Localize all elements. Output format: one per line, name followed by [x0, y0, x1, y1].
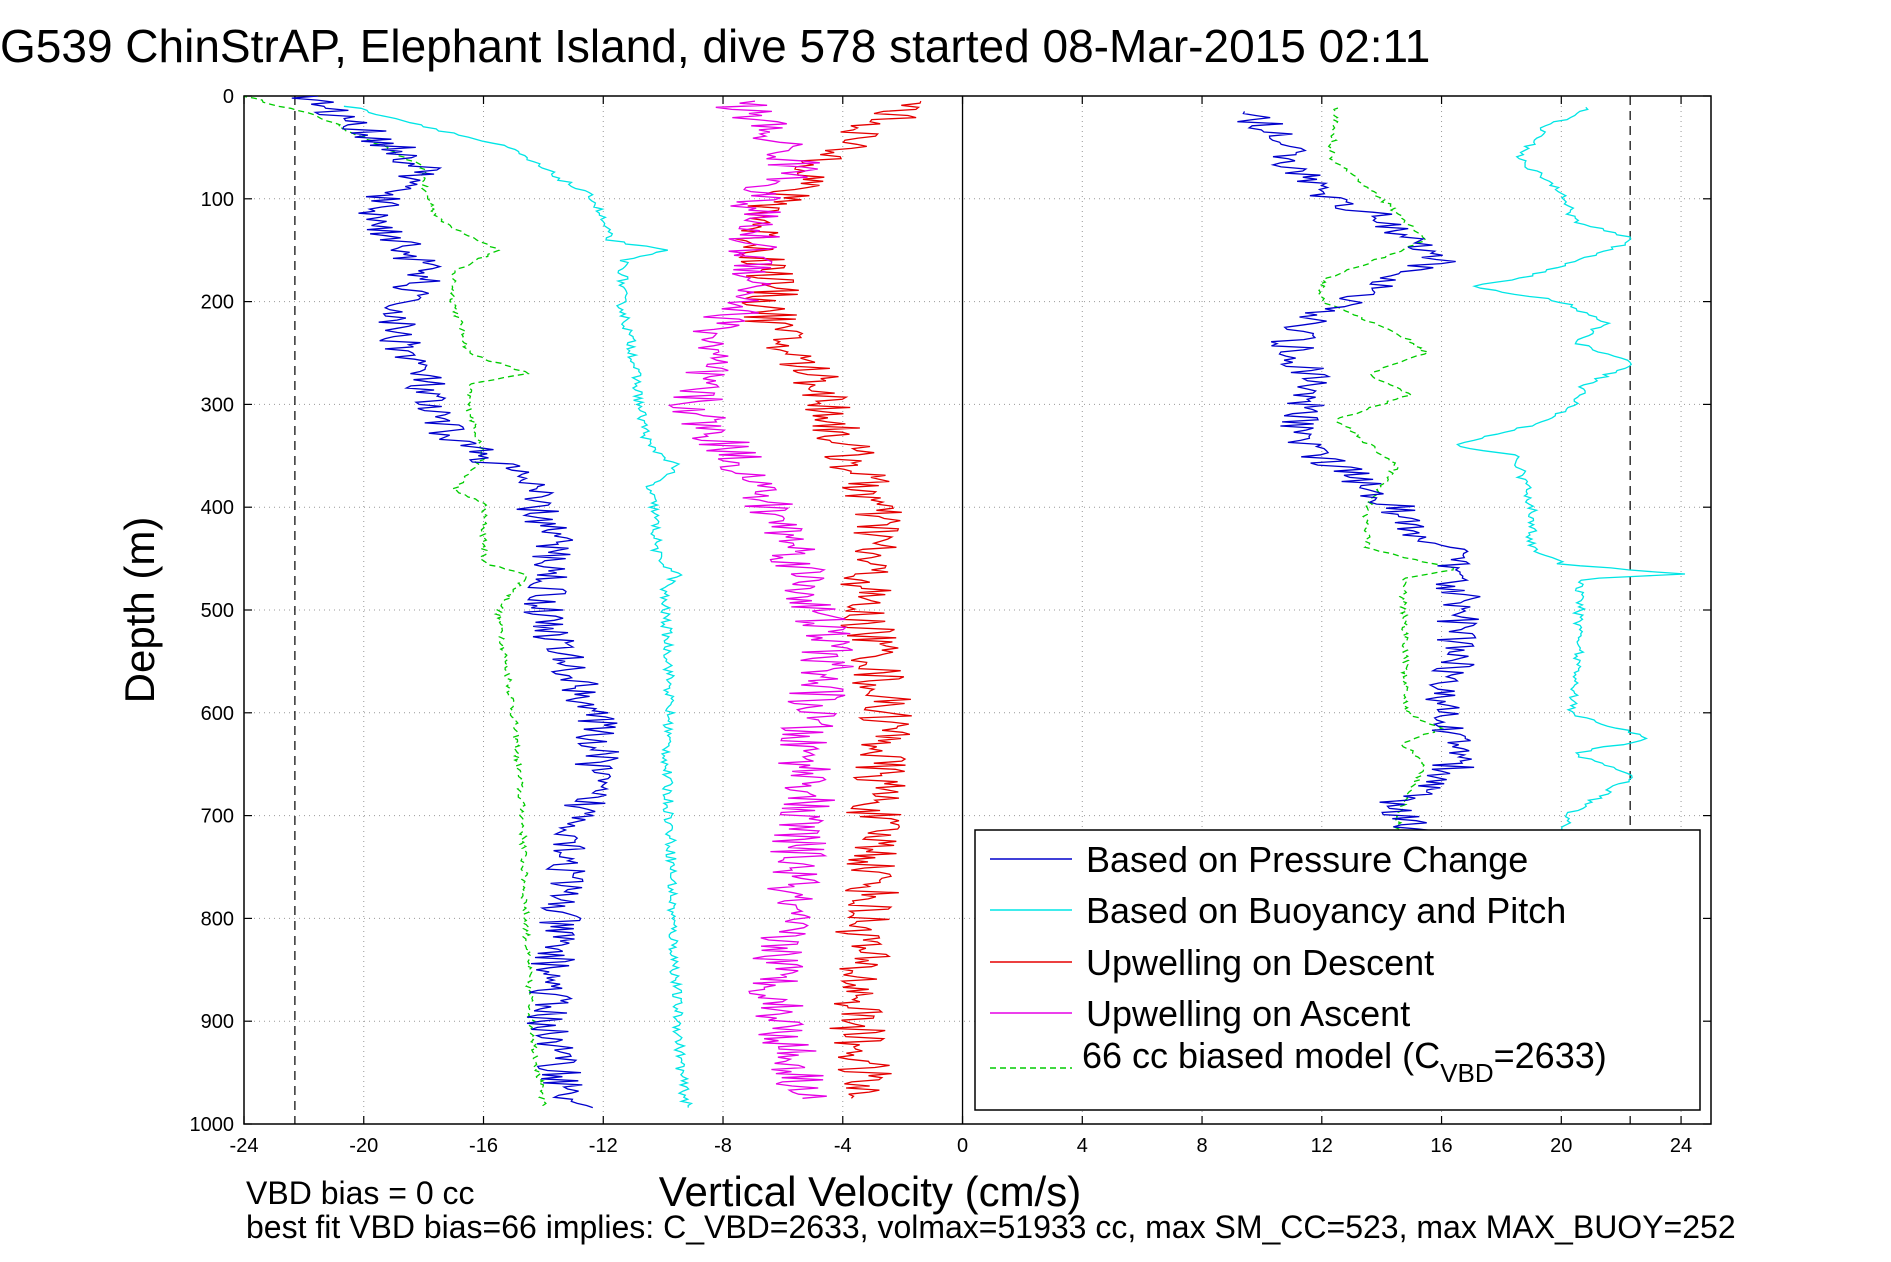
x-tick-label: 16 [1430, 1135, 1452, 1157]
x-tick-label: -8 [714, 1135, 732, 1157]
footer-best-fit: best fit VBD bias=66 implies: C_VBD=2633… [246, 1209, 1736, 1245]
x-tick-labels: -24 -20 -16 -12 -8 -4 0 4 8 12 16 20 24 [230, 1135, 1693, 1157]
legend: Based on Pressure Change Based on Buoyan… [974, 829, 1701, 1111]
y-axis-label: Depth (m) [116, 517, 163, 704]
x-tick-label: -24 [230, 1135, 259, 1157]
legend-label-model-main: 66 cc biased model (C [1082, 1035, 1440, 1076]
y-tick-label: 200 [201, 292, 234, 314]
y-tick-label: 400 [201, 497, 234, 519]
y-tick-label: 1000 [190, 1114, 235, 1136]
x-tick-label: -4 [834, 1135, 852, 1157]
series-based-on-pressure-change-descent [291, 96, 620, 1109]
y-tick-labels: 0 100 200 300 400 500 600 700 800 900 1000 [190, 86, 235, 1136]
x-tick-label: -12 [589, 1135, 618, 1157]
y-tick-label: 300 [201, 394, 234, 416]
y-tick-label: 0 [223, 86, 234, 108]
legend-box [974, 829, 1701, 1111]
legend-label-buoyancy: Based on Buoyancy and Pitch [1086, 890, 1566, 931]
y-tick-label: 900 [201, 1011, 234, 1033]
x-tick-label: 24 [1670, 1135, 1692, 1157]
legend-label-ascent: Upwelling on Ascent [1086, 993, 1410, 1034]
series-upwelling-on-ascent [667, 100, 854, 1099]
footer-vbd-bias: VBD bias = 0 cc [246, 1175, 475, 1211]
x-tick-label: 12 [1311, 1135, 1333, 1157]
legend-label-model-tail: =2633) [1494, 1035, 1607, 1076]
x-tick-label: -16 [469, 1135, 498, 1157]
x-tick-label: 4 [1077, 1135, 1088, 1157]
legend-label-descent: Upwelling on Descent [1086, 942, 1434, 983]
series-based-on-buoyancy-and-pitch-descent [343, 105, 694, 1108]
legend-label-model-sub: VBD [1440, 1058, 1493, 1088]
y-tick-label: 100 [201, 189, 234, 211]
series-upwelling-on-descent [735, 100, 922, 1099]
x-tick-label: -20 [349, 1135, 378, 1157]
x-tick-label: 8 [1196, 1135, 1207, 1157]
x-tick-label: 20 [1550, 1135, 1572, 1157]
x-tick-label: 0 [957, 1135, 968, 1157]
y-tick-label: 800 [201, 908, 234, 930]
axis-ticks [243, 95, 1711, 1125]
legend-label-pressure: Based on Pressure Change [1086, 839, 1528, 880]
x-axis-label: Vertical Velocity (cm/s) [659, 1168, 1081, 1215]
legend-label-model: 66 cc biased model (CVBD=2633) [1082, 1035, 1607, 1088]
y-tick-label: 500 [201, 600, 234, 622]
series-66-cc-biased-model-cvbd-2633-descent [244, 96, 547, 1108]
y-tick-label: 700 [201, 806, 234, 828]
y-tick-label: 600 [201, 703, 234, 725]
chart-title: G539 ChinStrAP, Elephant Island, dive 57… [0, 20, 1430, 72]
